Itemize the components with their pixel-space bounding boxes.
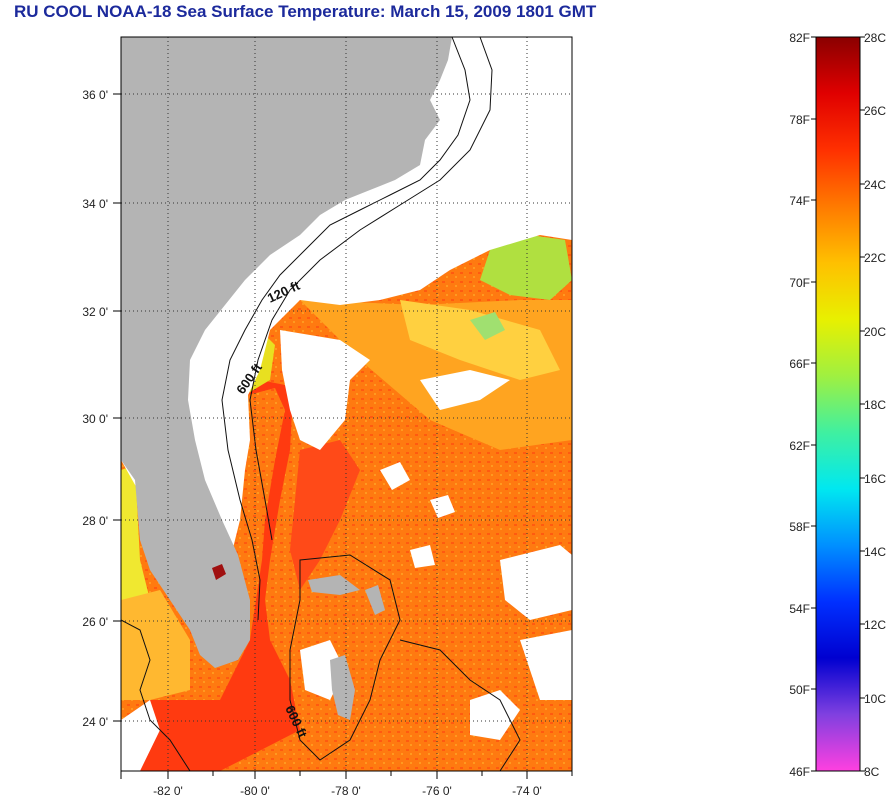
chart-title: RU COOL NOAA-18 Sea Surface Temperature:… bbox=[14, 2, 597, 21]
contour-gulf bbox=[121, 619, 191, 771]
ocean-green-patch-2 bbox=[470, 312, 505, 340]
cb-f-label-50: 50F bbox=[789, 683, 810, 697]
cb-f-label-70: 70F bbox=[789, 276, 810, 290]
land-grand-bahama bbox=[308, 575, 360, 595]
cb-c-label-26: 26C bbox=[864, 104, 886, 118]
cloud-small-1 bbox=[380, 462, 410, 490]
cb-f-label-46: 46F bbox=[789, 765, 810, 779]
cb-c-label-14: 14C bbox=[864, 545, 886, 559]
map-plot-area bbox=[121, 37, 572, 771]
land-florida-southeast-us bbox=[121, 37, 452, 668]
cb-f-label-54: 54F bbox=[789, 602, 810, 616]
cloud-small-3 bbox=[410, 545, 435, 568]
cb-c-label-20: 20C bbox=[864, 325, 886, 339]
cloud-east-3 bbox=[520, 630, 572, 700]
colorbar bbox=[815, 36, 861, 772]
cloud-east-2 bbox=[500, 545, 572, 620]
cb-f-label-66: 66F bbox=[789, 357, 810, 371]
colorbar-ticks bbox=[811, 36, 865, 772]
lon-label-76: -76 0' bbox=[422, 784, 452, 798]
lat-label-26: 26 0' bbox=[82, 615, 108, 629]
axis-ticks bbox=[113, 93, 573, 779]
lon-label-82: -82 0' bbox=[153, 784, 183, 798]
lat-label-34: 34 0' bbox=[82, 197, 108, 211]
gulf-stream-east bbox=[290, 440, 360, 590]
cb-c-label-28: 28C bbox=[864, 31, 886, 45]
lat-label-30: 30 0' bbox=[82, 412, 108, 426]
ocean-cool-water bbox=[400, 300, 560, 380]
cb-c-label-22: 22C bbox=[864, 251, 886, 265]
cb-c-label-24: 24C bbox=[864, 178, 886, 192]
cb-c-label-18: 18C bbox=[864, 398, 886, 412]
contour-120ft bbox=[221, 37, 471, 621]
cloud-small-2 bbox=[430, 495, 455, 518]
contour-600ft bbox=[249, 37, 493, 541]
cb-f-label-62: 62F bbox=[789, 439, 810, 453]
ocean-green-patch bbox=[480, 235, 572, 300]
cloud-mass-central bbox=[280, 330, 370, 450]
cloud-west-1 bbox=[121, 700, 160, 771]
cb-f-label-74: 74F bbox=[789, 194, 810, 208]
cb-c-label-12: 12C bbox=[864, 618, 886, 632]
land-abaco bbox=[365, 585, 385, 615]
lat-label-24: 24 0' bbox=[82, 715, 108, 729]
cloud-south-1 bbox=[470, 690, 520, 740]
contour-southern-bahamas bbox=[399, 639, 521, 771]
lat-label-28: 28 0' bbox=[82, 514, 108, 528]
gulf-yellow-water bbox=[121, 465, 150, 610]
lon-label-78: -78 0' bbox=[331, 784, 361, 798]
cb-f-label-78: 78F bbox=[789, 113, 810, 127]
cloud-east-1 bbox=[420, 370, 510, 410]
cb-f-label-82: 82F bbox=[789, 31, 810, 45]
cb-c-label-16: 16C bbox=[864, 472, 886, 486]
lat-label-32: 32 0' bbox=[82, 305, 108, 319]
contour-bahamas-bank bbox=[289, 554, 401, 761]
cb-c-label-10: 10C bbox=[864, 692, 886, 706]
cb-f-label-58: 58F bbox=[789, 520, 810, 534]
gulf-orange-water bbox=[121, 590, 190, 700]
land-andros-island bbox=[330, 655, 355, 720]
lon-label-74: -74 0' bbox=[512, 784, 542, 798]
lat-label-36: 36 0' bbox=[82, 88, 108, 102]
lake-okeechobee bbox=[212, 564, 226, 580]
lon-label-80: -80 0' bbox=[240, 784, 270, 798]
cb-c-label-8: 8C bbox=[864, 765, 880, 779]
